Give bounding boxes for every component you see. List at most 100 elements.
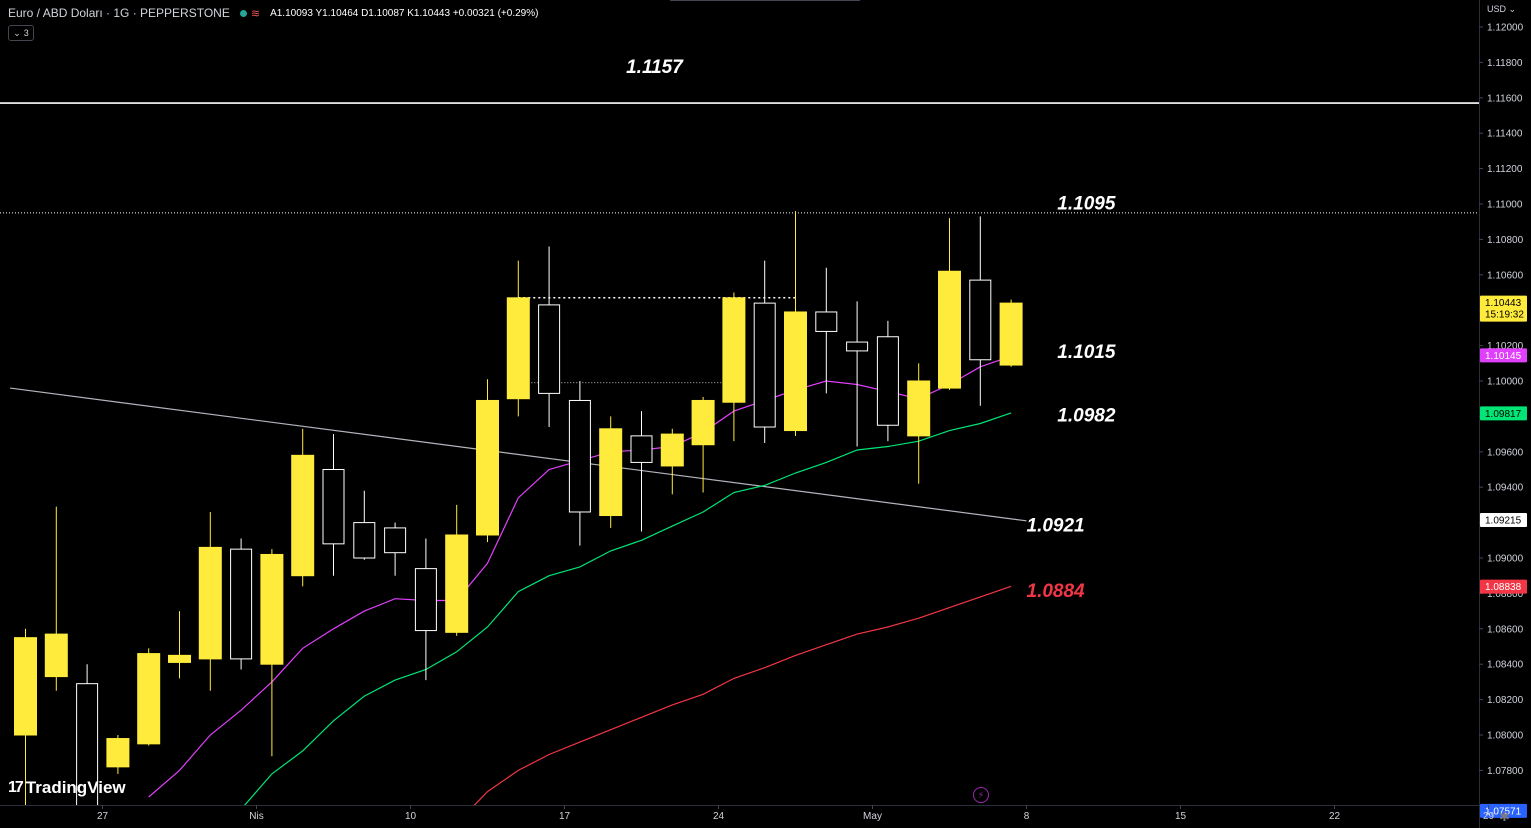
- y-tick-label: 1.08800: [1487, 589, 1524, 600]
- candle: [76, 664, 99, 805]
- indicators-toggle[interactable]: ⌄ 3: [8, 25, 34, 41]
- candle: [691, 396, 715, 493]
- price-badge-text: 1.09817: [1485, 409, 1522, 420]
- candle-body-bull: [198, 546, 222, 660]
- candle-body-bear: [630, 435, 653, 463]
- y-tick-label: 1.10600: [1487, 270, 1524, 281]
- y-tick-label: 1.09000: [1487, 554, 1524, 565]
- candle: [44, 506, 68, 691]
- candle-body-bull: [14, 637, 37, 736]
- candle-body-bull: [44, 633, 68, 678]
- candle: [106, 735, 130, 774]
- candle-body-bull: [506, 297, 530, 400]
- indicators-count: 3: [23, 28, 29, 38]
- price-badge: 1.10145: [1480, 348, 1527, 363]
- x-tick-label: 17: [559, 811, 571, 822]
- candle-body-bull: [476, 399, 499, 536]
- y-tick-label: 1.11000: [1487, 200, 1523, 211]
- candle: [568, 381, 591, 546]
- candle: [815, 267, 838, 394]
- chevron-down-icon: ⌄: [1508, 4, 1517, 14]
- candle: [876, 320, 899, 442]
- x-tick-label: 27: [97, 811, 109, 822]
- candle-body-bear: [568, 399, 591, 513]
- plot-area: [0, 102, 1479, 805]
- price-badge-text: 1.07571: [1485, 806, 1522, 817]
- candle: [476, 379, 499, 543]
- y-tick-label: 1.09400: [1487, 483, 1524, 494]
- candle: [630, 411, 653, 532]
- level-annotation: 1.0921: [1027, 515, 1085, 536]
- candle-body-bear: [414, 568, 437, 632]
- candle-body-bear: [876, 336, 899, 426]
- candle-body-bull: [999, 302, 1023, 366]
- candle-body-bear: [846, 341, 869, 352]
- trendline: [10, 387, 1027, 522]
- price-badge-text: 1.10145: [1485, 351, 1522, 362]
- price-badge-bg: [1480, 348, 1527, 363]
- candle-body-bull: [260, 553, 284, 665]
- level-annotation: 1.0884: [1027, 581, 1086, 602]
- candle: [599, 416, 623, 528]
- price-badge: 1.09215: [1480, 512, 1527, 527]
- candle: [414, 538, 437, 681]
- candle-body-bull: [660, 433, 684, 467]
- y-tick-label: 1.11200: [1487, 164, 1523, 175]
- y-tick-label: 1.08200: [1487, 695, 1524, 706]
- candle: [969, 216, 992, 406]
- level-annotation: 1.1015: [1057, 342, 1116, 363]
- candle: [907, 363, 931, 484]
- symbol-title[interactable]: Euro / ABD Doları · 1G · PEPPERSTONE: [8, 6, 230, 20]
- ohlc-readout: A1.10093 Y1.10464 D1.10087 K1.10443 +0.0…: [270, 7, 539, 19]
- candle-body-bull: [691, 399, 715, 446]
- tradingview-logo-icon: 17: [8, 779, 24, 796]
- y-tick-label: 1.11400: [1487, 129, 1523, 140]
- x-tick-label: 24: [713, 811, 725, 822]
- price-badge-bg: [1480, 295, 1527, 322]
- candle-body-bull: [599, 428, 623, 517]
- x-tick-label: 22: [1329, 811, 1341, 822]
- candle-body-bull: [445, 534, 469, 633]
- tradingview-logo[interactable]: 17 TradingView: [8, 778, 126, 798]
- x-tick-label: 10: [405, 811, 417, 822]
- y-tick-label: 1.08000: [1487, 731, 1524, 742]
- price-badge: 1.09817: [1480, 406, 1527, 421]
- candle: [445, 504, 469, 636]
- y-tick-label: 1.10000: [1487, 377, 1524, 388]
- logo-text: TradingView: [25, 778, 126, 797]
- y-tick-label: 1.10200: [1487, 341, 1524, 352]
- candle-body-bull: [784, 311, 807, 432]
- chevron-down-icon: ⌄: [13, 27, 21, 38]
- lightning-icon[interactable]: ⚡: [973, 787, 989, 803]
- candle-body-bull: [291, 454, 315, 577]
- candle: [291, 428, 315, 587]
- candle: [137, 648, 161, 746]
- candle: [230, 538, 253, 670]
- candle: [753, 260, 776, 443]
- level-annotation: 1.0982: [1057, 406, 1116, 427]
- candle-body-bull: [938, 270, 961, 389]
- candle-body-bear: [76, 683, 99, 805]
- y-tick-label: 1.11800: [1487, 58, 1523, 69]
- candle: [353, 490, 376, 560]
- price-badge: 1.08838: [1480, 579, 1527, 594]
- candle-body-bull: [722, 297, 746, 403]
- candle-body-bear: [969, 279, 992, 361]
- level-annotation: 1.1157: [626, 57, 684, 78]
- price-badge-text: 1.08838: [1485, 582, 1522, 593]
- candle: [14, 628, 37, 805]
- y-tick-label: 1.12000: [1487, 23, 1524, 34]
- price-badge-bg: [1480, 579, 1527, 594]
- x-tick-label: Nis: [249, 811, 263, 822]
- candle: [260, 549, 284, 757]
- currency-selector[interactable]: USD ⌄: [1487, 4, 1516, 15]
- price-badge-bg: [1480, 512, 1527, 527]
- candle: [784, 211, 807, 436]
- x-tick-label: 29: [1483, 811, 1495, 822]
- candle-body-bear: [384, 527, 407, 554]
- y-tick-label: 1.10800: [1487, 235, 1524, 246]
- candle-body-bull: [106, 738, 130, 768]
- candle: [168, 611, 191, 679]
- settings-gear-icon[interactable]: ✱: [1499, 809, 1510, 824]
